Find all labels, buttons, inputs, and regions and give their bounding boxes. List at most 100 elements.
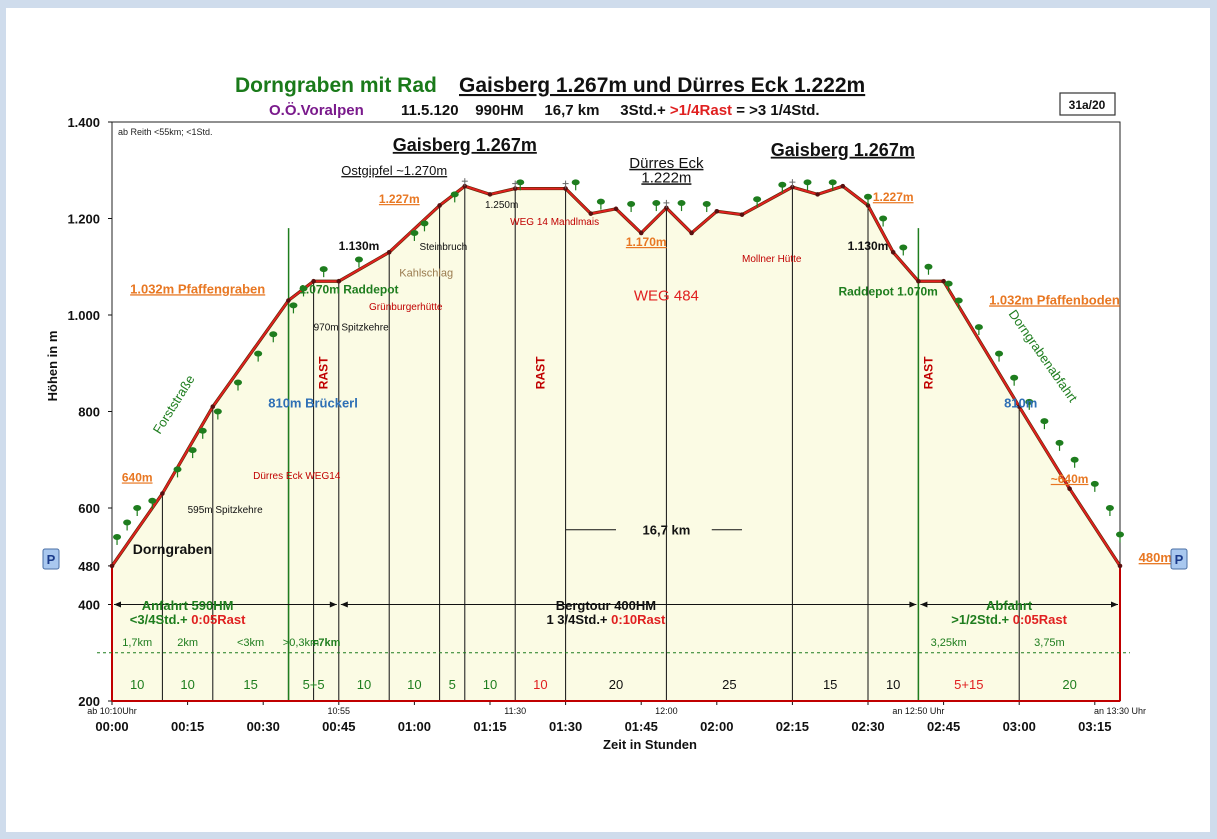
profile-point — [890, 249, 896, 255]
x-tick-label: 00:15 — [171, 719, 204, 734]
parking-left-label: P — [47, 552, 56, 567]
profile-point — [487, 192, 493, 197]
annotation-label: 1.222m — [641, 169, 691, 186]
tree-crown — [269, 331, 278, 338]
x-tick-label: 02:15 — [776, 719, 809, 734]
tree-crown — [188, 447, 197, 454]
parking-right: P — [1170, 548, 1188, 570]
title-left: Dorngraben mit Rad — [235, 74, 437, 97]
annotation-label: 1.130m — [339, 239, 380, 253]
tree-crown — [1025, 398, 1034, 405]
x-time-label: an 12:50 Uhr — [892, 706, 944, 716]
tree-crown — [1090, 480, 1099, 487]
x-tick-label: 03:15 — [1078, 719, 1111, 734]
x-time-label: 11:30 — [504, 706, 526, 716]
segment-minutes-label: 10 — [886, 677, 900, 692]
section-time-text: 1 3/4Std.+ — [546, 612, 611, 627]
annotation-label: WEG 484 — [634, 288, 699, 305]
rast-label: RAST — [921, 356, 935, 389]
profile-point — [613, 206, 619, 212]
profile-point — [286, 298, 291, 303]
segment-km-label: 3,25km — [931, 637, 967, 649]
rast-label: RAST — [533, 356, 547, 389]
segment-minutes-label: 10 — [407, 677, 421, 692]
x-tick-label: 03:00 — [1003, 719, 1036, 734]
section-time-text: >1/2Std.+ — [951, 612, 1012, 627]
section-time-text: <3/4Std.+ — [130, 612, 191, 627]
annotation-label: 1.032m Pfaffengraben — [130, 281, 265, 296]
tree-crown — [289, 302, 298, 309]
tree-crown — [148, 497, 157, 504]
segment-minutes-label: 10 — [483, 677, 497, 692]
profile-point — [865, 203, 871, 208]
profile-point — [916, 278, 921, 284]
profile-point — [638, 230, 644, 236]
profile-point — [109, 563, 115, 569]
segment-minutes-label: 10 — [533, 677, 547, 692]
tree-crown — [864, 193, 872, 200]
annotation-label: Grünburgerhütte — [369, 302, 443, 313]
subtitle-line: 11.5.120 990HM 16,7 km 3Std.+ >1/4Rast =… — [401, 102, 820, 119]
arrow-head — [329, 601, 337, 608]
annotation-label: ~640m — [1051, 472, 1089, 486]
elevation-profile-chart: Dorngraben mit Rad Gaisberg 1.267m und D… — [42, 74, 1188, 752]
profile-point — [941, 278, 946, 284]
tree-crown — [753, 196, 762, 203]
profile-point — [588, 211, 594, 216]
rast-label: RAST — [317, 356, 331, 389]
tree-crown — [450, 191, 459, 198]
segment-km-label: <3km — [237, 637, 264, 649]
x-time-label: an 13:30 Uhr — [1094, 706, 1146, 716]
subtitle-region: O.Ö.Voralpen — [269, 102, 364, 119]
x-time-label: 12:00 — [655, 706, 678, 716]
tree-crown — [113, 533, 122, 540]
x-tick-label: 00:00 — [95, 719, 128, 734]
section-name: Anfahrt 590HM — [142, 598, 234, 613]
segment-minutes-label: 5+5 — [303, 677, 325, 692]
segment-minutes-label: 20 — [609, 677, 623, 692]
tree-crown — [571, 179, 580, 186]
arrow-head — [920, 601, 928, 608]
tree-crown — [173, 466, 182, 473]
profile-point — [311, 278, 316, 284]
x-time-label: 10:55 — [328, 706, 351, 716]
tree-crown — [254, 350, 263, 357]
profile-point — [1067, 486, 1072, 492]
annotation-label: WEG 14 Mandlmais — [510, 217, 599, 228]
annotation-label: 1.032m Pfaffenboden — [989, 292, 1120, 307]
tree-crown — [198, 427, 207, 434]
annotation-label: 480m — [1139, 550, 1172, 565]
tree-crown — [924, 263, 933, 270]
tree-crown — [1116, 531, 1124, 538]
tree-crown — [1105, 505, 1114, 511]
x-tick-label: 02:30 — [851, 719, 884, 734]
annotation-label: 1.227m — [873, 190, 914, 204]
badge-box — [1059, 92, 1116, 116]
annotation-label: 1.130m — [848, 239, 889, 253]
subtitle-total: = >3 1/4Std. — [732, 102, 820, 119]
segment-km-label: 3,75m — [1034, 637, 1065, 649]
annotation-label: 1.170m — [626, 235, 667, 249]
annotation-label: 595m Spitzkehre — [188, 505, 263, 516]
y-axis-title: Höhen in m — [45, 331, 60, 402]
tree-crown — [410, 229, 419, 236]
section-time: <3/4Std.+ 0:05Rast — [130, 612, 246, 627]
x-tick-label: 01:30 — [549, 719, 582, 734]
profile-point — [210, 404, 216, 409]
x-tick-label: 02:00 — [700, 719, 733, 734]
y-tick-label: 480 — [78, 559, 100, 574]
annotation-label: 810m Brückerl — [268, 396, 358, 411]
annotation-label: 640m — [122, 470, 153, 484]
x-tick-label: 01:45 — [625, 719, 658, 734]
profile-point — [437, 203, 442, 208]
section-name: Abfahrt — [986, 598, 1033, 613]
section-rest-text: 0:05Rast — [191, 612, 246, 627]
annotation-label: Mollner Hütte — [742, 254, 802, 265]
tree-crown — [319, 266, 328, 273]
parking-left: P — [42, 548, 60, 570]
tree-crown — [133, 505, 142, 511]
profile-point — [714, 208, 720, 214]
segment-minutes-label: 5+15 — [954, 677, 983, 692]
annotation-label: Dürres Eck WEG14 — [253, 471, 341, 482]
